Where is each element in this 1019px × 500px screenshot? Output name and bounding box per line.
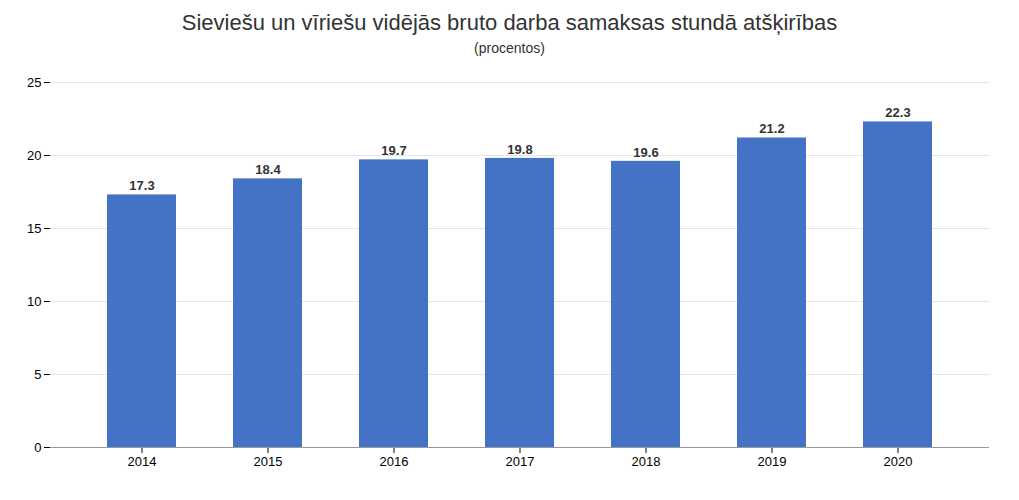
svg-text:18.4: 18.4	[255, 162, 281, 177]
svg-text:19.7: 19.7	[381, 143, 406, 158]
svg-text:10: 10	[27, 294, 41, 309]
svg-text:19.8: 19.8	[507, 142, 532, 157]
svg-text:21.2: 21.2	[759, 121, 784, 136]
svg-text:25: 25	[27, 75, 41, 90]
svg-text:17.3: 17.3	[129, 178, 154, 193]
svg-text:20: 20	[27, 148, 41, 163]
svg-text:15: 15	[27, 221, 41, 236]
svg-text:2017: 2017	[506, 454, 535, 469]
svg-text:5: 5	[34, 367, 41, 382]
svg-text:2020: 2020	[884, 454, 913, 469]
html-text:(procentos): (procentos)	[474, 40, 545, 56]
html-text:Sieviešu un vīriešu vidējās br: Sieviešu un vīriešu vidējās bruto darba …	[181, 10, 838, 35]
svg-text:19.6: 19.6	[633, 145, 658, 160]
svg-text:2014: 2014	[128, 454, 157, 469]
svg-text:2018: 2018	[632, 454, 661, 469]
svg-text:2016: 2016	[380, 454, 409, 469]
svg-text:22.3: 22.3	[885, 105, 910, 120]
svg-text:2015: 2015	[254, 454, 283, 469]
svg-text:0: 0	[34, 440, 41, 455]
svg-text:2019: 2019	[758, 454, 787, 469]
